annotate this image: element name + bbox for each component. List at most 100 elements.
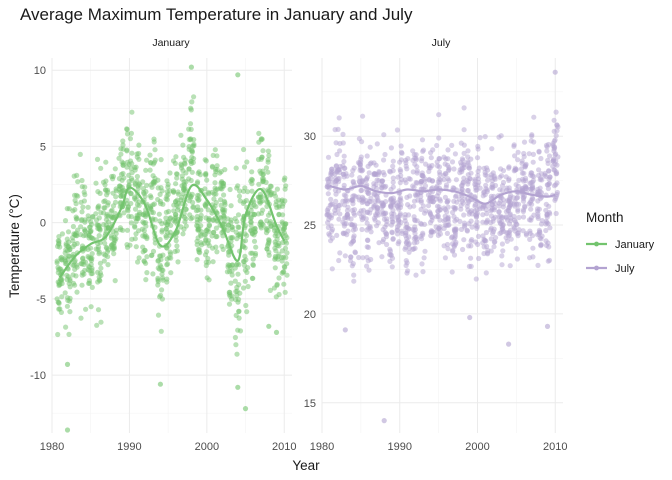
data-point [280, 227, 286, 233]
data-point [259, 154, 265, 160]
data-point [476, 255, 482, 262]
data-point [500, 197, 506, 203]
data-point [112, 278, 118, 284]
data-point [403, 232, 409, 239]
data-point [164, 276, 170, 282]
data-point [232, 278, 238, 284]
data-point [390, 184, 396, 190]
data-point [465, 148, 471, 154]
data-point [235, 384, 241, 390]
data-point [511, 225, 518, 231]
data-point [493, 235, 499, 241]
data-point [79, 177, 85, 184]
data-point [474, 212, 480, 218]
data-point [472, 202, 478, 208]
data-point [363, 216, 369, 222]
data-point [163, 196, 169, 202]
data-point [222, 199, 228, 206]
data-point [188, 158, 194, 164]
data-point [412, 230, 418, 237]
data-point [249, 176, 255, 182]
data-point [506, 221, 513, 227]
data-point [406, 249, 412, 255]
data-point [171, 208, 177, 214]
data-point [444, 199, 450, 205]
data-point [232, 334, 238, 341]
data-point [349, 172, 355, 178]
data-point [134, 151, 140, 157]
legend-key-january [586, 241, 607, 247]
data-point [368, 256, 374, 263]
x-axis-title: Year [292, 458, 320, 473]
data-point [220, 233, 226, 239]
data-point [144, 157, 150, 163]
data-point [394, 127, 400, 133]
data-point [480, 212, 486, 218]
data-point [235, 183, 241, 189]
data-point [221, 209, 227, 215]
data-point [366, 170, 372, 176]
panel-strip-july: July [432, 37, 451, 49]
data-point [429, 195, 435, 201]
data-point [489, 178, 495, 184]
data-point [82, 259, 88, 265]
data-point [188, 64, 194, 70]
data-point [461, 220, 468, 226]
data-point [390, 219, 396, 225]
data-point [477, 135, 483, 141]
data-point [235, 72, 241, 78]
data-point [335, 176, 341, 182]
chart-title: Average Maximum Temperature in January a… [20, 5, 413, 24]
data-point [124, 159, 130, 165]
data-point [100, 179, 107, 185]
data-point [229, 224, 235, 230]
data-point [367, 144, 373, 150]
data-point [351, 278, 357, 284]
data-point [104, 211, 110, 217]
data-point [427, 165, 433, 171]
data-point [511, 143, 517, 149]
data-point [374, 141, 380, 147]
data-point [241, 146, 247, 153]
data-point [191, 137, 197, 143]
data-point [511, 153, 518, 159]
data-point [282, 245, 289, 251]
data-point [534, 232, 541, 238]
data-point [474, 155, 481, 161]
data-point [419, 158, 425, 164]
data-point [364, 263, 370, 269]
data-point [468, 238, 474, 244]
data-point [89, 284, 95, 290]
data-point [506, 341, 512, 347]
data-point [236, 315, 242, 321]
data-point [249, 169, 255, 175]
data-point [171, 202, 177, 208]
data-point [511, 201, 517, 207]
data-point [147, 167, 153, 173]
data-point [75, 227, 81, 233]
data-point [475, 143, 481, 149]
data-point [390, 175, 396, 181]
data-point [74, 240, 80, 247]
data-point [95, 279, 101, 285]
data-point [514, 221, 520, 228]
data-point [234, 219, 240, 225]
data-point [535, 262, 541, 268]
y-tick-label: 0 [40, 218, 46, 230]
data-point [129, 161, 135, 167]
data-point [481, 244, 487, 250]
data-point [413, 179, 419, 186]
data-point [360, 113, 366, 119]
data-point [349, 222, 355, 228]
data-point [276, 275, 282, 281]
data-point [336, 216, 342, 222]
data-point [544, 220, 550, 226]
data-point [56, 238, 62, 244]
data-point [157, 253, 164, 259]
data-point [173, 181, 179, 187]
data-point [428, 150, 434, 156]
data-point [337, 211, 343, 217]
data-point [451, 252, 458, 258]
data-point [521, 150, 527, 157]
data-point [203, 203, 209, 209]
